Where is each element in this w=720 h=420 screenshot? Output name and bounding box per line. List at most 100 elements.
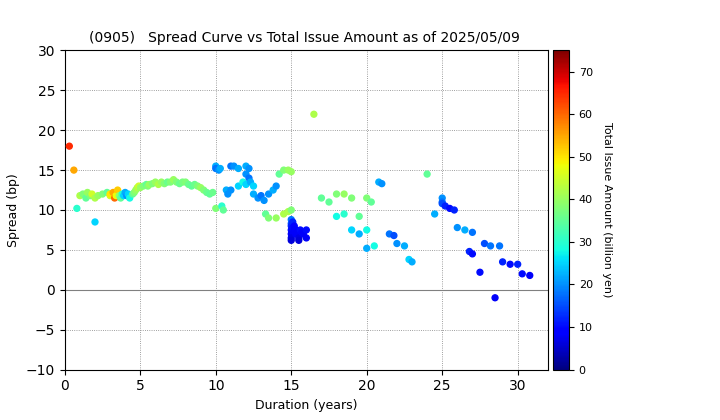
Point	[439, 202, 451, 209]
Point	[361, 194, 372, 201]
Point	[174, 180, 185, 187]
Point	[77, 191, 89, 197]
Point	[118, 192, 130, 199]
Point	[286, 216, 297, 223]
Point	[204, 191, 215, 197]
Point	[240, 181, 252, 188]
Point	[300, 226, 312, 233]
Point	[80, 194, 91, 201]
Point	[248, 183, 259, 189]
Point	[384, 231, 395, 237]
Point	[286, 223, 297, 229]
Point	[189, 181, 200, 188]
Point	[444, 205, 456, 212]
Point	[376, 180, 387, 187]
Point	[497, 258, 508, 265]
Point	[494, 242, 505, 249]
Point	[122, 191, 134, 197]
Point	[142, 183, 153, 189]
Point	[474, 269, 486, 276]
Point	[258, 197, 270, 204]
Point	[366, 199, 377, 205]
Point	[109, 194, 120, 201]
Point	[286, 237, 297, 244]
Point	[263, 215, 274, 221]
Point	[71, 205, 83, 212]
Point	[233, 183, 244, 189]
Point	[289, 226, 300, 233]
Point	[147, 180, 158, 187]
Point	[263, 191, 274, 197]
Point	[260, 210, 271, 217]
Point	[81, 189, 93, 196]
Point	[215, 165, 226, 172]
Point	[282, 208, 294, 215]
Point	[133, 183, 145, 189]
Point	[369, 242, 380, 249]
Point	[128, 189, 140, 196]
Point	[68, 167, 80, 173]
Point	[252, 194, 264, 201]
Point	[195, 184, 207, 191]
Point	[451, 224, 463, 231]
Point	[338, 210, 350, 217]
Point	[138, 183, 149, 189]
Point	[271, 183, 282, 189]
Point	[286, 207, 297, 213]
Point	[479, 240, 490, 247]
Point	[330, 213, 342, 220]
Point	[243, 165, 255, 172]
Point	[104, 192, 116, 199]
Point	[293, 237, 305, 244]
Point	[436, 194, 448, 201]
Point	[391, 240, 402, 247]
Point	[429, 210, 441, 217]
Point	[220, 186, 232, 193]
Point	[132, 184, 143, 191]
Point	[282, 167, 294, 173]
Point	[210, 165, 222, 172]
Point	[225, 163, 237, 169]
Point	[210, 205, 222, 212]
Point	[150, 178, 161, 185]
Point	[361, 245, 372, 252]
Point	[286, 220, 297, 227]
Point	[113, 192, 125, 199]
Y-axis label: Total Issue Amount (billion yen): Total Issue Amount (billion yen)	[602, 122, 612, 298]
Point	[315, 194, 327, 201]
Point	[256, 192, 267, 199]
Point	[192, 183, 204, 189]
Point	[240, 171, 252, 177]
Point	[140, 181, 152, 188]
Point	[436, 200, 448, 207]
Point	[354, 213, 365, 220]
Point	[300, 234, 312, 241]
Point	[115, 194, 127, 201]
Point	[286, 226, 297, 233]
Point	[121, 192, 132, 199]
Point	[143, 181, 155, 188]
Point	[459, 226, 471, 233]
Point	[217, 207, 229, 213]
Point	[406, 258, 418, 265]
Point	[399, 242, 410, 249]
Point	[286, 234, 297, 241]
Point	[110, 192, 122, 199]
Point	[127, 191, 138, 197]
Point	[102, 189, 113, 196]
Point	[153, 181, 164, 188]
Point	[124, 194, 135, 201]
Point	[278, 167, 289, 173]
Point	[183, 181, 194, 188]
Point	[162, 178, 174, 185]
Point	[505, 261, 516, 268]
Point	[346, 226, 357, 233]
Point	[177, 178, 189, 185]
Point	[467, 250, 478, 257]
Point	[308, 111, 320, 118]
Point	[156, 178, 167, 185]
Point	[165, 178, 176, 185]
Point	[233, 165, 244, 172]
Point	[210, 163, 222, 169]
Point	[346, 194, 357, 201]
